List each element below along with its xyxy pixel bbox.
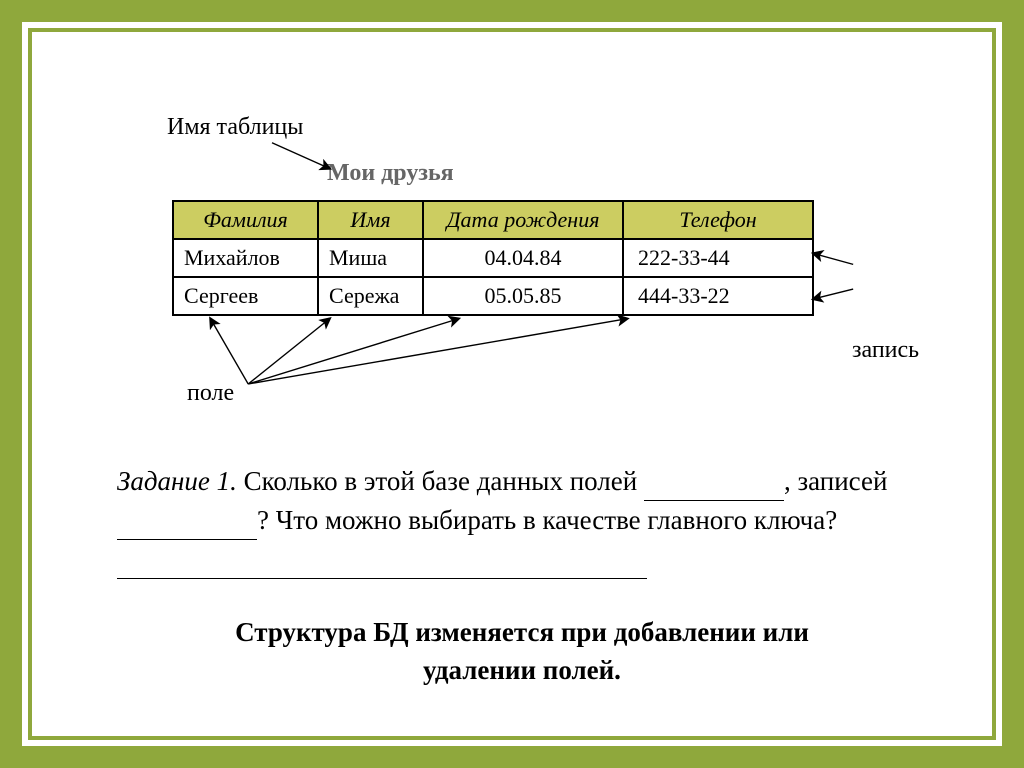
arrow-field-1 — [211, 319, 249, 384]
task-part3: ? Что можно выбирать в качестве главного… — [257, 505, 837, 535]
arrow-field-3 — [248, 319, 458, 384]
table-row: Сергеев Сережа 05.05.85 444-33-22 — [173, 277, 813, 315]
field-label: поле — [187, 380, 234, 407]
col-header-lastname: Фамилия — [173, 201, 318, 239]
arrow-record-2 — [813, 289, 853, 299]
blank-primary-key — [117, 550, 647, 580]
table-title: Мои друзья — [327, 160, 454, 187]
col-header-phone: Телефон — [623, 201, 813, 239]
cell-birthdate: 05.05.85 — [423, 277, 623, 315]
task-part2: , записей — [784, 466, 887, 496]
structure-note-line1: Структура БД изменяется при добавлении и… — [235, 617, 809, 647]
cell-phone: 444-33-22 — [623, 277, 813, 315]
blank-fields — [644, 471, 784, 501]
arrow-field-2 — [248, 319, 329, 384]
record-label: запись — [852, 337, 919, 364]
arrow-field-4 — [248, 319, 627, 384]
outer-frame: Имя таблицы Мои друзья Фамилия Имя Дата … — [0, 0, 1024, 768]
task-lead: Задание 1. — [117, 466, 237, 496]
cell-lastname: Михайлов — [173, 239, 318, 277]
cell-lastname: Сергеев — [173, 277, 318, 315]
structure-note-line2: удалении полей. — [423, 655, 621, 685]
arrow-table-name — [272, 143, 330, 169]
table-header-row: Фамилия Имя Дата рождения Телефон — [173, 201, 813, 239]
col-header-firstname: Имя — [318, 201, 423, 239]
arrow-record-1 — [813, 253, 853, 264]
cell-birthdate: 04.04.84 — [423, 239, 623, 277]
inner-frame: Имя таблицы Мои друзья Фамилия Имя Дата … — [28, 28, 996, 740]
cell-firstname: Миша — [318, 239, 423, 277]
task-part1: Сколько в этой базе данных полей — [237, 466, 644, 496]
blank-records — [117, 511, 257, 541]
cell-firstname: Сережа — [318, 277, 423, 315]
table-row: Михайлов Миша 04.04.84 222-33-44 — [173, 239, 813, 277]
cell-phone: 222-33-44 — [623, 239, 813, 277]
col-header-birthdate: Дата рождения — [423, 201, 623, 239]
structure-note: Структура БД изменяется при добавлении и… — [117, 614, 927, 690]
friends-table: Фамилия Имя Дата рождения Телефон Михайл… — [172, 200, 814, 316]
task-text: Задание 1. Сколько в этой базе данных по… — [117, 462, 927, 579]
table-name-label: Имя таблицы — [167, 114, 303, 141]
